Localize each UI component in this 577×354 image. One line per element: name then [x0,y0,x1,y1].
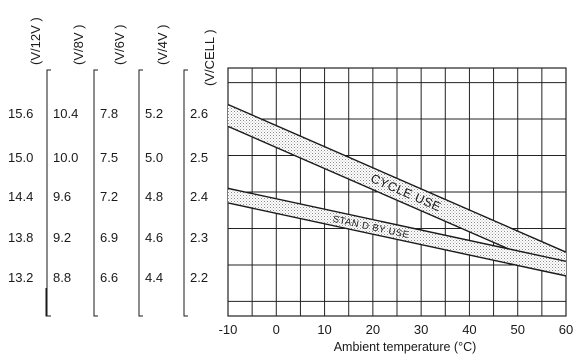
scale-unit-label: (V/4V ) [155,25,170,65]
scale-tick-label: 13.8 [8,230,33,245]
scale-tick-label: 6.6 [100,270,118,285]
scale-tick-label: 10.4 [53,106,78,121]
x-tick-label: 60 [559,322,573,337]
x-tick-label: 20 [366,322,380,337]
scale-tick-label: 15.0 [8,150,33,165]
voltage-scale-column: (V/8V ) 10.4 10.0 9.6 9.2 8.8 [46,25,86,317]
series-band-fill [228,104,566,275]
scale-tick-label: 15.6 [8,106,33,121]
x-tick-label: 30 [414,322,428,337]
scale-tick-label: 9.2 [53,230,71,245]
scale-tick-label: 2.2 [190,270,208,285]
series-upper-line [228,187,566,262]
scale-tick-label: 4.8 [145,189,163,204]
scale-tick-label: 7.5 [100,150,118,165]
scale-tick-label: 6.9 [100,230,118,245]
scale-tick-label: 8.8 [53,270,71,285]
scale-tick-label: 10.0 [53,150,78,165]
scale-bracket [138,69,143,317]
series-band-fill [228,188,566,276]
scale-tick-label: 7.2 [100,189,118,204]
scale-tick-label: 2.5 [190,150,208,165]
scale-bracket [93,69,98,317]
x-tick-label: 0 [273,322,280,337]
x-tick-label: 10 [317,322,331,337]
x-tick-label: 40 [462,322,476,337]
scale-unit-label: (V/6V ) [112,25,127,65]
scale-tick-label: 13.2 [8,270,33,285]
scale-tick-label: 5.0 [145,150,163,165]
scale-unit-label: (V/CELL ) [202,29,217,86]
x-tick-label: 50 [510,322,524,337]
voltage-scale-column: (V/4V ) 5.2 5.0 4.8 4.6 4.4 [138,25,170,317]
voltage-scale-column: (V/6V ) 7.8 7.5 7.2 6.9 6.6 [93,25,127,317]
scale-bracket [183,69,188,317]
x-axis-label: Ambient temperature (°C) [334,340,477,354]
scale-unit-label: (V/12V ) [28,17,43,65]
voltage-scales: (V/12V ) 15.6 15.0 14.4 13.8 13.2 (V/8V ) 10.4 1… [8,17,217,317]
x-tick-label: -10 [219,322,238,337]
series-layer [228,103,566,277]
voltage-scale-column: (V/12V ) 15.6 15.0 14.4 13.8 13.2 [8,17,50,317]
scale-tick-label: 2.3 [190,230,208,245]
scale-tick-label: 2.6 [190,106,208,121]
scale-bracket [46,69,51,317]
scale-tick-label: 14.4 [8,189,33,204]
scale-tick-label: 4.4 [145,270,163,285]
scale-tick-label: 4.6 [145,230,163,245]
scale-tick-label: 7.8 [100,106,118,121]
series-lower-line [228,202,566,277]
scale-tick-label: 2.4 [190,189,208,204]
scale-unit-label: (V/8V ) [71,25,86,65]
series-upper-line [228,103,566,253]
scale-tick-label: 9.6 [53,189,71,204]
series-band [228,187,566,277]
scale-tick-label: 5.2 [145,106,163,121]
voltage-scale-column: (V/CELL ) 2.6 2.5 2.4 2.3 2.2 [183,29,217,317]
